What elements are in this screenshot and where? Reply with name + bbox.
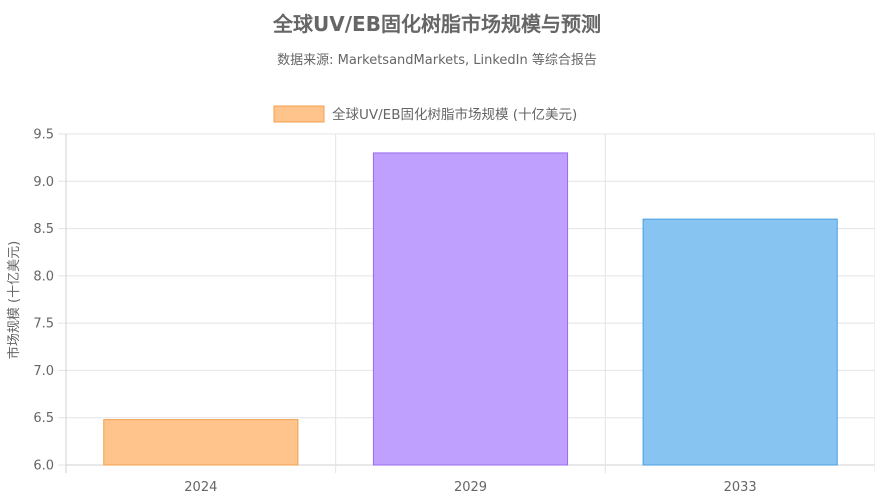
chart-title: 全球UV/EB固化树脂市场规模与预测: [272, 12, 601, 36]
y-tick-label: 7.5: [33, 317, 54, 332]
bar-2024: [103, 419, 299, 466]
y-axis-label: 市场规模 (十亿美元): [6, 241, 22, 359]
legend-label: 全球UV/EB固化树脂市场规模 (十亿美元): [332, 106, 577, 123]
y-tick-label: 8.5: [33, 222, 54, 237]
bar-2029: [372, 152, 569, 466]
chart-subtitle: 数据来源: MarketsandMarkets, LinkedIn 等综合报告: [277, 52, 597, 68]
y-tick-label: 9.5: [33, 128, 54, 143]
y-tick-label: 8.0: [33, 269, 54, 284]
legend[interactable]: 全球UV/EB固化树脂市场规模 (十亿美元): [273, 105, 577, 123]
x-tick-label: 2033: [724, 480, 757, 495]
y-tick-label: 7.0: [33, 364, 54, 379]
axes: 6.0 6.5 7.0 7.5 8.0 8.5 9.0 9.5 2024 2029 2033: [33, 128, 756, 496]
x-tick-label: 2029: [454, 480, 487, 495]
y-tick-label: 6.5: [33, 411, 54, 426]
x-tick-label: 2024: [184, 480, 217, 495]
y-tick-label: 6.0: [33, 459, 54, 474]
bar-2033: [642, 218, 838, 466]
y-tick-label: 9.0: [33, 175, 54, 190]
legend-swatch: [273, 105, 325, 123]
bars: [103, 152, 838, 466]
